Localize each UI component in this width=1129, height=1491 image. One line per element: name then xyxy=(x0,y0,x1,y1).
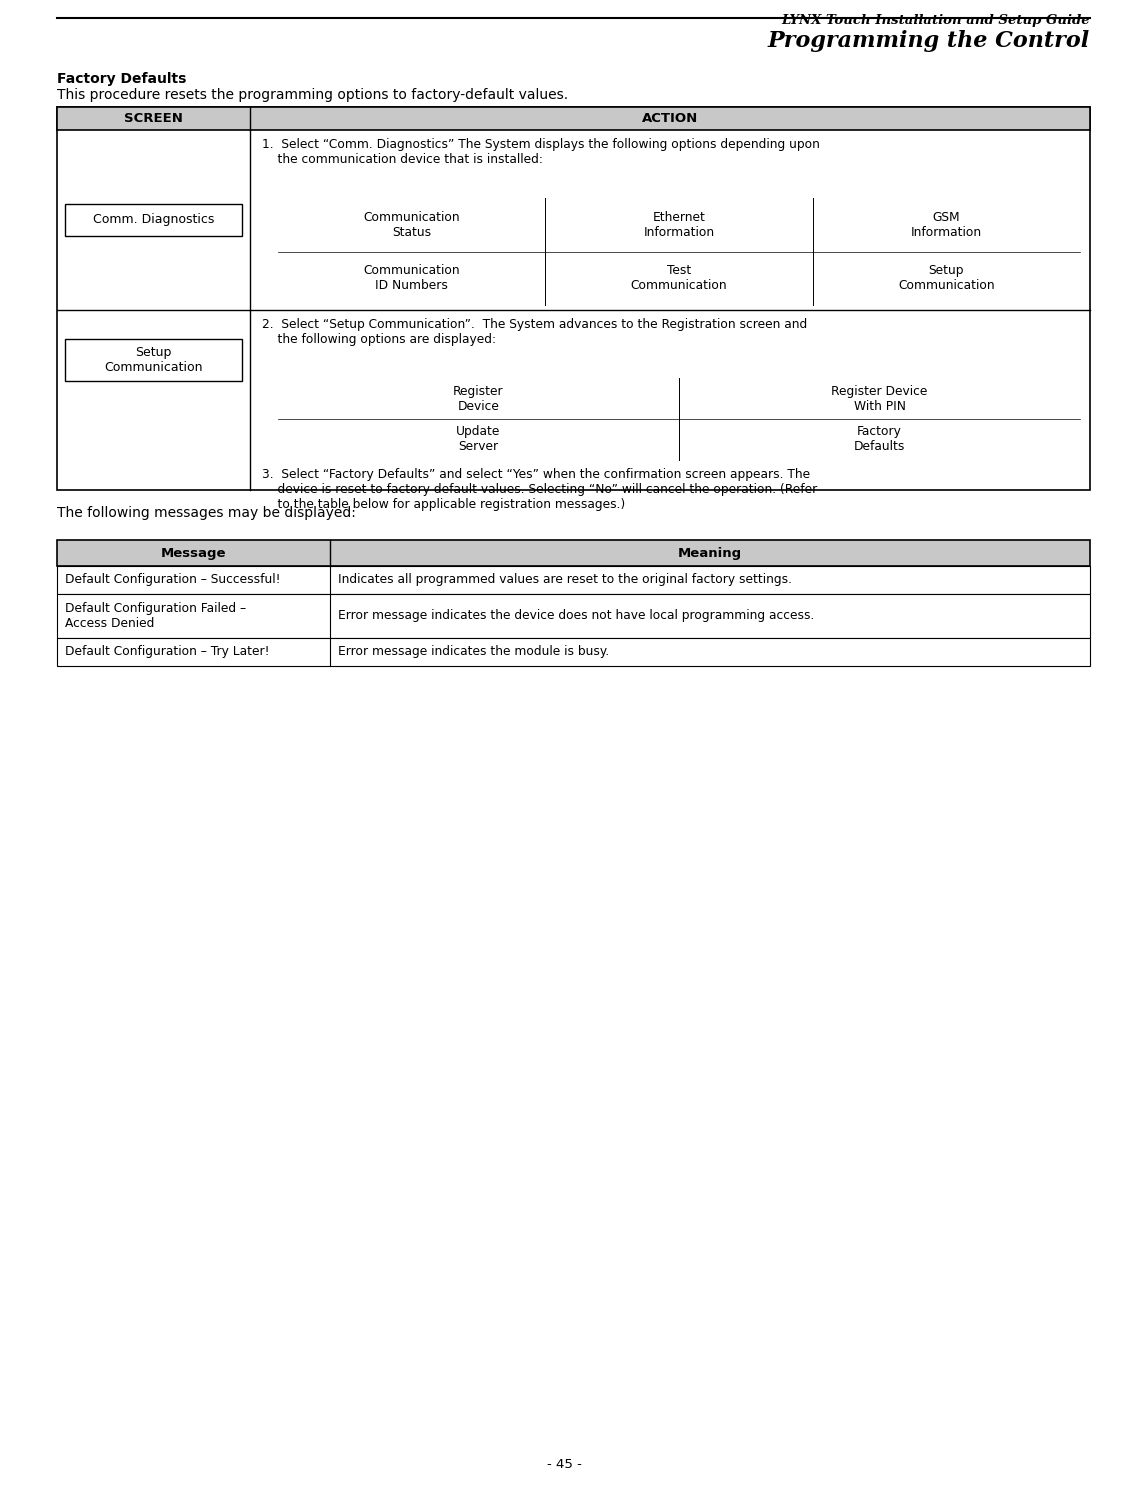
Bar xyxy=(56,638,1089,666)
Bar xyxy=(56,540,1089,567)
Text: 3.  Select “Factory Defaults” and select “Yes” when the confirmation screen appe: 3. Select “Factory Defaults” and select … xyxy=(262,468,817,511)
Text: Ethernet
Information: Ethernet Information xyxy=(644,210,715,239)
Bar xyxy=(56,107,1089,130)
Text: Comm. Diagnostics: Comm. Diagnostics xyxy=(93,213,215,227)
Text: Message: Message xyxy=(160,547,226,559)
Text: Default Configuration – Successful!: Default Configuration – Successful! xyxy=(65,574,280,586)
Text: - 45 -: - 45 - xyxy=(548,1458,581,1472)
Text: GSM
Information: GSM Information xyxy=(911,210,982,239)
Bar xyxy=(56,567,1089,593)
Text: Default Configuration – Try Later!: Default Configuration – Try Later! xyxy=(65,646,270,659)
Bar xyxy=(56,107,1089,491)
Text: Update
Server: Update Server xyxy=(456,425,500,453)
Text: 2.  Select “Setup Communication”.  The System advances to the Registration scree: 2. Select “Setup Communication”. The Sys… xyxy=(262,318,807,346)
Text: Default Configuration Failed –
Access Denied: Default Configuration Failed – Access De… xyxy=(65,602,246,631)
Text: The following messages may be displayed:: The following messages may be displayed: xyxy=(56,505,356,520)
Text: Indicates all programmed values are reset to the original factory settings.: Indicates all programmed values are rese… xyxy=(338,574,793,586)
Text: SCREEN: SCREEN xyxy=(124,112,183,125)
Text: Programming the Control: Programming the Control xyxy=(768,30,1089,52)
Text: Factory
Defaults: Factory Defaults xyxy=(854,425,905,453)
Bar xyxy=(56,593,1089,638)
Text: Test
Communication: Test Communication xyxy=(631,264,727,292)
Bar xyxy=(65,204,242,236)
Text: ACTION: ACTION xyxy=(642,112,698,125)
Text: Factory Defaults: Factory Defaults xyxy=(56,72,186,86)
Text: Setup
Communication: Setup Communication xyxy=(898,264,995,292)
Text: Setup
Communication: Setup Communication xyxy=(104,346,203,374)
Text: This procedure resets the programming options to factory-default values.: This procedure resets the programming op… xyxy=(56,88,568,101)
Text: 1.  Select “Comm. Diagnostics” The System displays the following options dependi: 1. Select “Comm. Diagnostics” The System… xyxy=(262,139,820,166)
Text: Register
Device: Register Device xyxy=(453,385,504,413)
Text: Meaning: Meaning xyxy=(677,547,742,559)
Text: Register Device
With PIN: Register Device With PIN xyxy=(831,385,928,413)
Text: Error message indicates the module is busy.: Error message indicates the module is bu… xyxy=(338,646,610,659)
Bar xyxy=(65,338,242,382)
Text: Communication
Status: Communication Status xyxy=(364,210,460,239)
Text: LYNX Touch Installation and Setup Guide: LYNX Touch Installation and Setup Guide xyxy=(781,13,1089,27)
Text: Communication
ID Numbers: Communication ID Numbers xyxy=(364,264,460,292)
Text: Error message indicates the device does not have local programming access.: Error message indicates the device does … xyxy=(338,610,814,623)
